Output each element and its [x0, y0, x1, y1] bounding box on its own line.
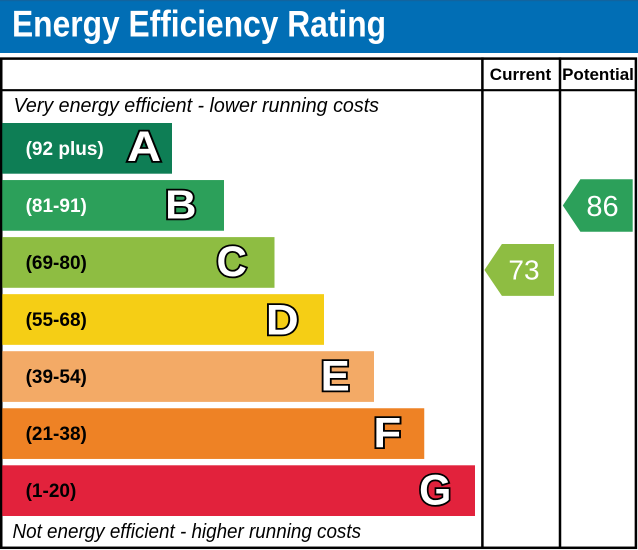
svg-text:(69-80): (69-80) [26, 253, 87, 274]
svg-text:Potential: Potential [562, 65, 634, 84]
svg-text:Energy Efficiency Rating: Energy Efficiency Rating [12, 4, 386, 45]
svg-text:F: F [373, 410, 401, 457]
svg-text:Not energy efficient - higher: Not energy efficient - higher running co… [13, 521, 362, 543]
svg-text:73: 73 [508, 254, 539, 285]
svg-text:(21-38): (21-38) [26, 424, 87, 445]
svg-text:86: 86 [586, 191, 618, 223]
svg-text:C: C [216, 238, 246, 285]
svg-text:(1-20): (1-20) [26, 481, 77, 502]
svg-text:(39-54): (39-54) [26, 367, 87, 388]
svg-text:Current: Current [490, 65, 552, 84]
svg-text:Very energy efficient - lower: Very energy efficient - lower running co… [14, 95, 380, 117]
svg-text:B: B [165, 181, 196, 227]
svg-text:G: G [419, 466, 451, 514]
svg-text:(92 plus): (92 plus) [26, 139, 104, 160]
svg-text:D: D [266, 297, 299, 344]
svg-text:E: E [321, 353, 350, 400]
svg-text:(55-68): (55-68) [26, 310, 87, 331]
svg-text:(81-91): (81-91) [26, 196, 87, 217]
svg-text:A: A [127, 124, 161, 170]
